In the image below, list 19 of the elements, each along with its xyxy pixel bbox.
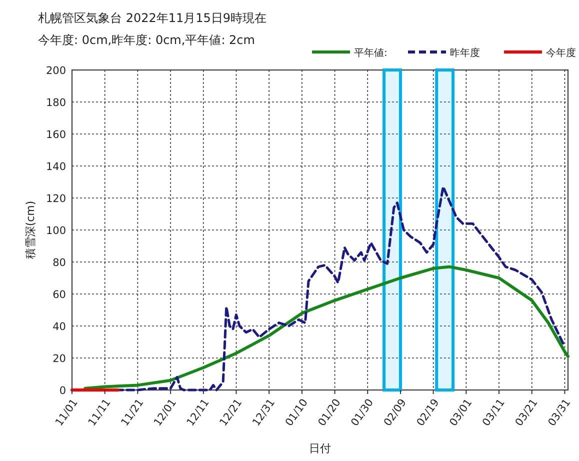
- chart-title: 札幌管区気象台 2022年11月15日9時現在: [38, 11, 267, 25]
- y-tick-label: 180: [46, 97, 66, 109]
- y-axis-title: 積雪深(cm): [24, 200, 37, 260]
- y-tick-label: 160: [46, 129, 66, 141]
- y-tick-label: 200: [46, 65, 66, 77]
- y-tick-label: 140: [46, 161, 66, 173]
- legend-label: 昨年度: [450, 47, 480, 59]
- y-tick-label: 60: [52, 289, 66, 301]
- y-tick-label: 0: [59, 385, 66, 397]
- y-tick-label: 20: [52, 353, 66, 365]
- y-tick-label: 80: [52, 257, 66, 269]
- x-axis-title: 日付: [309, 442, 331, 455]
- y-tick-label: 100: [46, 225, 66, 237]
- y-tick-label: 120: [46, 193, 66, 205]
- line-series: [84, 265, 570, 390]
- legend-label: 今年度: [546, 47, 576, 59]
- chart-subtitle: 今年度: 0cm,昨年度: 0cm,平年値: 2cm: [38, 33, 255, 47]
- legend-label: 平年値:: [354, 47, 388, 59]
- y-tick-label: 40: [52, 321, 66, 333]
